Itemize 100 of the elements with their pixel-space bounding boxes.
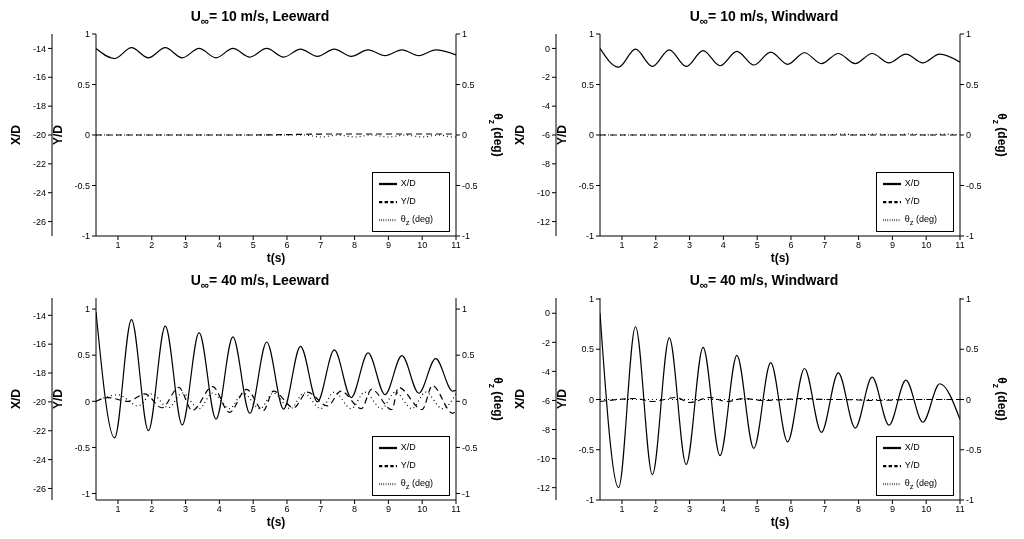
x-tick-label: 6	[284, 504, 290, 515]
y3-tick-label: -12	[536, 216, 550, 227]
y3-tick-label: -8	[541, 424, 550, 435]
x-tick-label: 4	[720, 504, 726, 515]
y3-axis-title: X/D	[9, 388, 23, 410]
y3-tick-label: -6	[541, 395, 550, 406]
chart-title: U$_{∞}$= 10 m/s, Windward	[688, 8, 840, 28]
x-tick-label: 11	[451, 240, 461, 251]
y3-tick-label: -26	[32, 483, 46, 494]
y3-tick-label: -4	[541, 366, 550, 377]
y3-tick-label: -24	[32, 454, 46, 465]
y-tick-label: 0.5	[77, 79, 90, 90]
y2-tick-label: 1	[462, 29, 468, 40]
y2-tick-label: 1	[966, 29, 972, 40]
y3-tick-label: -16	[32, 339, 46, 350]
y2-tick-label: -1	[966, 231, 975, 242]
y3-tick-label: 0	[544, 43, 550, 54]
y3-tick-label: -24	[32, 187, 46, 198]
y3-tick-label: -6	[541, 130, 550, 141]
x-tick-label: 5	[250, 504, 256, 515]
y-tick-label: -1	[81, 488, 90, 499]
y-tick-label: -0.5	[74, 180, 90, 191]
y2-tick-label: -1	[462, 488, 471, 499]
y3-tick-label: -18	[32, 101, 46, 112]
x-tick-label: 5	[754, 240, 760, 251]
y-axis-title: Y/D	[555, 388, 569, 410]
y2-tick-label: 0	[966, 130, 972, 141]
x-tick-label: 9	[385, 240, 391, 251]
y3-tick-label: -10	[536, 187, 550, 198]
x-tick-label: 11	[955, 504, 965, 515]
y2-tick-label: -0.5	[966, 180, 982, 191]
legend-label: θ$_{z}$ (deg)	[904, 478, 937, 492]
y-tick-label: -1	[585, 495, 594, 506]
x-tick-label: 9	[889, 240, 895, 251]
y3-tick-label: -16	[32, 72, 46, 83]
y2-tick-label: 1	[462, 304, 468, 315]
y2-tick-label: 0.5	[966, 344, 979, 355]
x-tick-label: 2	[149, 504, 155, 515]
x-axis-title: t(s)	[266, 515, 286, 529]
x-tick-label: 8	[352, 240, 358, 251]
y3-axis-title: X/D	[9, 124, 23, 146]
x-tick-label: 6	[284, 240, 290, 251]
legend-label: Y/D	[904, 460, 920, 471]
y3-axis-title: X/D	[513, 388, 527, 410]
x-tick-label: 4	[720, 240, 726, 251]
x-tick-label: 9	[385, 504, 391, 515]
y2-tick-label: 0	[462, 130, 468, 141]
y2-tick-label: 0	[966, 394, 972, 405]
x-tick-label: 10	[417, 240, 428, 251]
y-tick-label: -0.5	[578, 444, 594, 455]
legend-label: Y/D	[400, 196, 416, 207]
x-tick-label: 9	[889, 504, 895, 515]
x-tick-label: 2	[653, 504, 659, 515]
chart-title: U$_{∞}$= 10 m/s, Leeward	[189, 8, 331, 28]
y3-tick-label: -22	[32, 159, 46, 170]
y3-tick-label: -18	[32, 368, 46, 379]
y-tick-label: 1	[588, 294, 594, 305]
x-tick-label: 5	[754, 504, 760, 515]
x-tick-label: 2	[149, 240, 155, 251]
y-tick-label: 0	[84, 130, 90, 141]
x-tick-label: 2	[653, 240, 659, 251]
x-tick-label: 5	[250, 240, 256, 251]
x-tick-label: 3	[687, 504, 693, 515]
x-tick-label: 3	[183, 504, 189, 515]
y2-tick-label: 0.5	[462, 79, 475, 90]
x-tick-label: 1	[619, 240, 625, 251]
y3-tick-label: -26	[32, 216, 46, 227]
y2-tick-label: -1	[462, 231, 471, 242]
legend-label: X/D	[400, 442, 416, 453]
y-tick-label: -0.5	[578, 180, 594, 191]
y3-tick-label: -20	[32, 397, 46, 408]
x-tick-label: 7	[318, 504, 324, 515]
y2-tick-label: 1	[966, 294, 972, 305]
x-tick-label: 7	[318, 240, 324, 251]
x-tick-label: 6	[788, 240, 794, 251]
legend-label: X/D	[904, 442, 920, 453]
legend-label: X/D	[400, 178, 416, 189]
y-tick-label: -1	[585, 231, 594, 242]
x-tick-label: 10	[921, 504, 932, 515]
y-tick-label: 1	[84, 304, 90, 315]
legend-label: θ$_{z}$ (deg)	[400, 478, 433, 492]
legend-label: X/D	[904, 178, 920, 189]
y3-axis-title: X/D	[513, 124, 527, 146]
y-axis-title: Y/D	[51, 388, 65, 410]
chart-title: U$_{∞}$= 40 m/s, Windward	[688, 272, 840, 292]
y2-tick-label: 0.5	[966, 79, 979, 90]
y-tick-label: 0.5	[77, 350, 90, 361]
y-tick-label: -1	[81, 231, 90, 242]
x-tick-label: 8	[856, 504, 862, 515]
y2-tick-label: -0.5	[966, 444, 982, 455]
x-tick-label: 1	[619, 504, 625, 515]
x-tick-label: 3	[183, 240, 189, 251]
y2-tick-label: 0	[462, 396, 468, 407]
legend-label: θ$_{z}$ (deg)	[904, 214, 937, 228]
chart-title: U$_{∞}$= 40 m/s, Leeward	[189, 272, 331, 292]
y-tick-label: -0.5	[74, 442, 90, 453]
x-tick-label: 1	[115, 240, 121, 251]
x-tick-label: 7	[822, 240, 828, 251]
x-tick-label: 7	[822, 504, 828, 515]
x-tick-label: 3	[687, 240, 693, 251]
